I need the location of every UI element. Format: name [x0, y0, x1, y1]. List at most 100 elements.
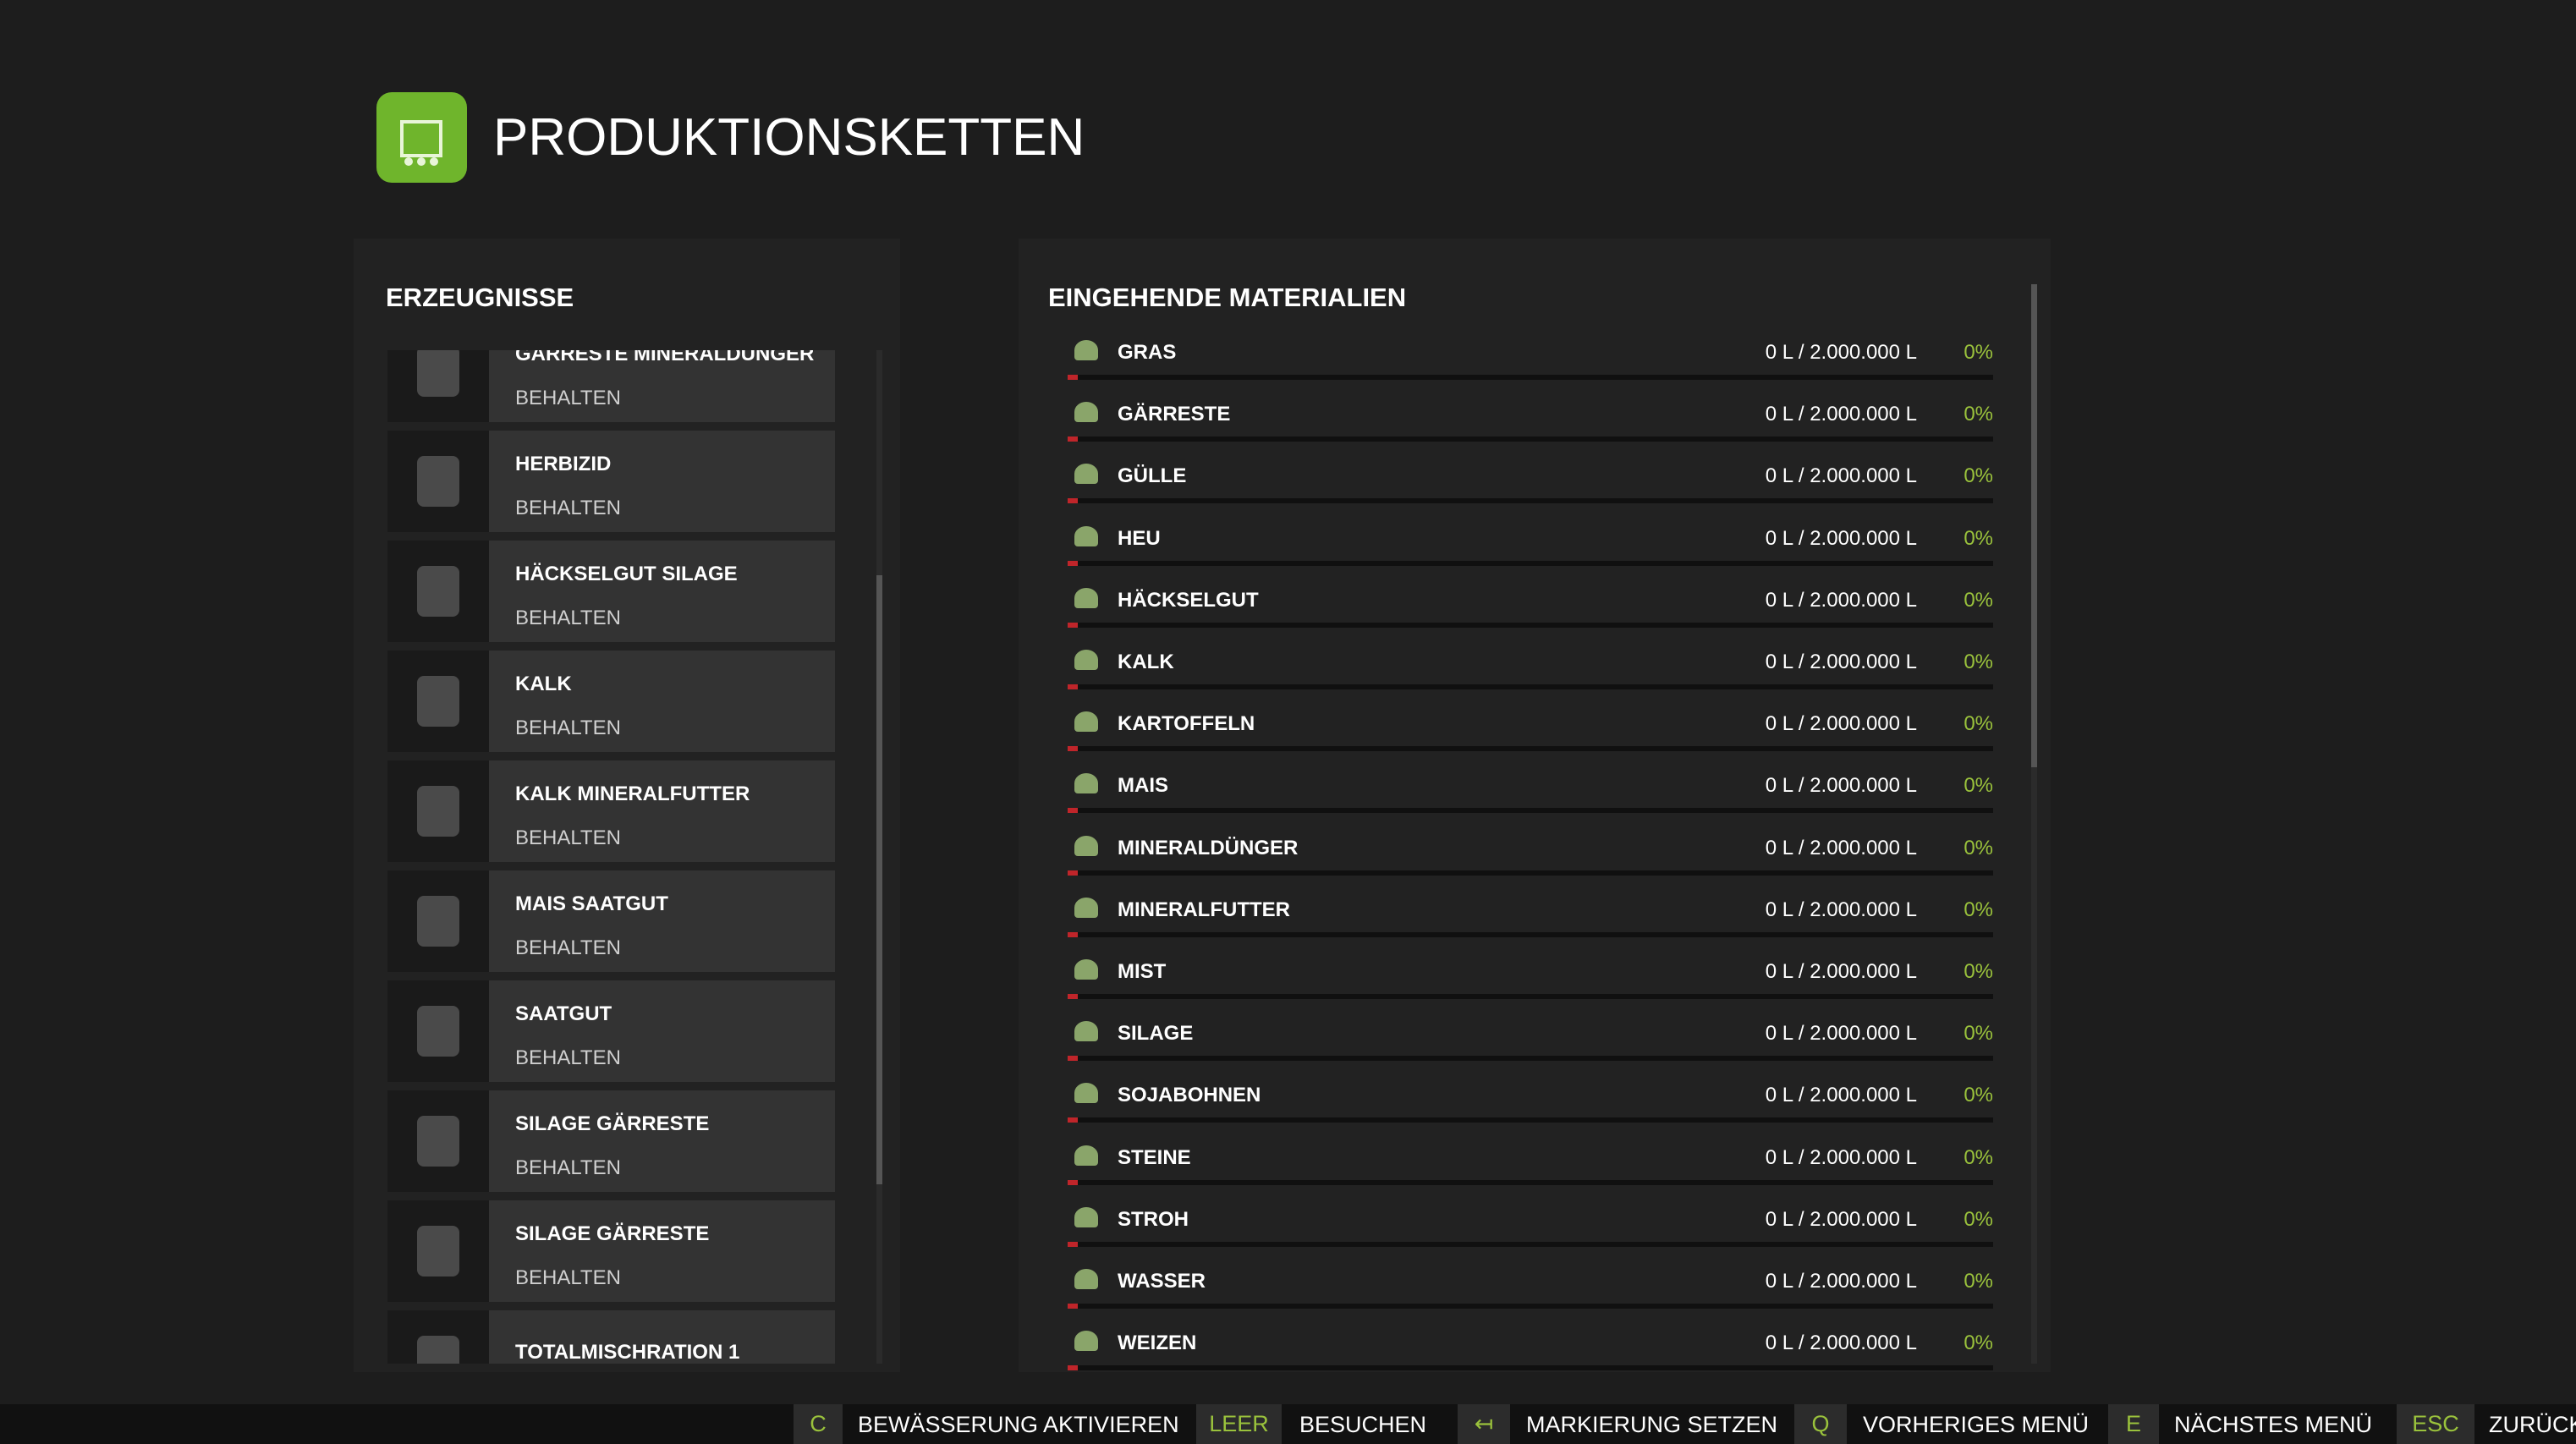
fill-bar — [1068, 622, 1993, 628]
material-icon — [1074, 587, 1098, 608]
product-item[interactable]: KALK MINERALFUTTER BEHALTEN — [387, 760, 835, 862]
header-icon — [376, 92, 467, 183]
material-icon — [1074, 1331, 1098, 1352]
material-name: MAIS — [1118, 774, 1168, 798]
key-hint[interactable]: ESC — [2397, 1404, 2474, 1444]
scroll-track — [2031, 284, 2037, 1364]
product-name: TOTALMISCHRATION 1 — [515, 1341, 740, 1364]
fill-bar — [1068, 1117, 1993, 1123]
product-status: BEHALTEN — [515, 607, 621, 629]
product-item[interactable]: TOTALMISCHRATION 1 — [387, 1310, 835, 1364]
product-name: SILAGE GÄRRESTE — [515, 1112, 710, 1135]
material-icon — [1074, 1269, 1098, 1289]
material-amount: 0 L / 2.000.000 L — [1765, 588, 1917, 612]
material-percent: 0% — [1964, 1270, 1993, 1293]
product-icon-shape — [417, 1006, 459, 1057]
product-icon-shape — [417, 566, 459, 617]
key-hint[interactable]: ↤ — [1458, 1404, 1510, 1444]
product-icon-shape — [417, 1336, 459, 1364]
icon-graphic — [400, 120, 442, 166]
material-icon — [1074, 1145, 1098, 1166]
product-icon-shape — [417, 676, 459, 727]
fill-bar-start — [1068, 436, 1078, 442]
fill-bar — [1068, 1056, 1993, 1062]
products-title: ERZEUGNISSE — [386, 283, 574, 312]
action-label[interactable]: ZURÜCK — [2489, 1412, 2576, 1437]
material-name: GRAS — [1118, 341, 1177, 364]
product-item[interactable]: HÄCKSELGUT SILAGE BEHALTEN — [387, 541, 835, 642]
materials-title: EINGEHENDE MATERIALIEN — [1048, 283, 1407, 312]
material-percent: 0% — [1964, 712, 1993, 736]
material-name: WEIZEN — [1118, 1331, 1197, 1355]
key-hint[interactable]: LEER — [1196, 1404, 1282, 1444]
fill-bar — [1068, 684, 1993, 689]
action-label[interactable]: BESUCHEN — [1299, 1412, 1427, 1437]
material-name: SILAGE — [1118, 1022, 1194, 1046]
material-amount: 0 L / 2.000.000 L — [1765, 712, 1917, 736]
scroll-thumb[interactable] — [2031, 284, 2037, 767]
product-item[interactable]: HERBIZID BEHALTEN — [387, 431, 835, 532]
action-label[interactable]: VORHERIGES MENÜ — [1863, 1412, 2090, 1437]
material-icon — [1074, 525, 1098, 546]
product-item[interactable]: GÄRRESTE MINERALDÜNGER BEHALTEN — [387, 350, 835, 422]
fill-bar-start — [1068, 746, 1078, 752]
fill-bar-start — [1068, 684, 1078, 689]
material-percent: 0% — [1964, 1331, 1993, 1355]
material-percent: 0% — [1964, 588, 1993, 612]
fill-bar — [1068, 498, 1993, 504]
material-amount: 0 L / 2.000.000 L — [1765, 898, 1917, 921]
material-percent: 0% — [1964, 898, 1993, 921]
product-status: BEHALTEN — [515, 497, 621, 519]
material-percent: 0% — [1964, 341, 1993, 364]
product-status: BEHALTEN — [515, 1156, 621, 1179]
fill-bar-start — [1068, 1304, 1078, 1309]
product-name: KALK — [515, 673, 572, 695]
product-item[interactable]: KALK BEHALTEN — [387, 651, 835, 752]
product-item[interactable]: SAATGUT BEHALTEN — [387, 980, 835, 1082]
product-item[interactable]: SILAGE GÄRRESTE BEHALTEN — [387, 1090, 835, 1192]
material-amount: 0 L / 2.000.000 L — [1765, 960, 1917, 983]
material-amount: 0 L / 2.000.000 L — [1765, 526, 1917, 550]
product-icon-shape — [417, 350, 459, 397]
key-hint[interactable]: Q — [1794, 1404, 1847, 1444]
fill-bar-start — [1068, 1179, 1078, 1185]
material-amount: 0 L / 2.000.000 L — [1765, 1331, 1917, 1355]
fill-bar — [1068, 808, 1993, 814]
material-name: GÄRRESTE — [1118, 403, 1231, 426]
fill-bar-start — [1068, 1241, 1078, 1247]
material-icon — [1074, 1021, 1098, 1042]
material-amount: 0 L / 2.000.000 L — [1765, 341, 1917, 364]
key-hint[interactable]: E — [2108, 1404, 2159, 1444]
material-name: MINERALDÜNGER — [1118, 836, 1299, 859]
product-status: BEHALTEN — [515, 936, 621, 959]
product-icon-shape — [417, 456, 459, 507]
fill-bar-start — [1068, 994, 1078, 999]
material-percent: 0% — [1964, 1207, 1993, 1231]
material-percent: 0% — [1964, 526, 1993, 550]
material-icon — [1074, 1206, 1098, 1227]
scroll-thumb[interactable] — [876, 575, 882, 1184]
fill-bar — [1068, 1365, 1993, 1371]
material-percent: 0% — [1964, 1022, 1993, 1046]
material-percent: 0% — [1964, 651, 1993, 673]
key-hint[interactable]: C — [794, 1404, 843, 1444]
action-label[interactable]: MARKIERUNG SETZEN — [1526, 1412, 1778, 1437]
fill-bar-start — [1068, 560, 1078, 566]
material-amount: 0 L / 2.000.000 L — [1765, 774, 1917, 798]
product-name: HÄCKSELGUT SILAGE — [515, 563, 738, 585]
action-label[interactable]: BEWÄSSERUNG AKTIVIEREN — [858, 1412, 1179, 1437]
action-label[interactable]: NÄCHSTES MENÜ — [2174, 1412, 2373, 1437]
product-item[interactable]: MAIS SAATGUT BEHALTEN — [387, 870, 835, 972]
material-name: MIST — [1118, 960, 1167, 983]
fill-bar-start — [1068, 1365, 1078, 1371]
material-amount: 0 L / 2.000.000 L — [1765, 651, 1917, 673]
product-icon-shape — [417, 896, 459, 947]
product-name: SILAGE GÄRRESTE — [515, 1222, 710, 1245]
material-name: HEU — [1118, 526, 1161, 550]
material-name: SOJABOHNEN — [1118, 1084, 1261, 1107]
material-icon — [1074, 711, 1098, 733]
material-icon — [1074, 650, 1098, 670]
product-icon-shape — [417, 1226, 459, 1277]
product-item[interactable]: SILAGE GÄRRESTE BEHALTEN — [387, 1200, 835, 1302]
material-amount: 0 L / 2.000.000 L — [1765, 464, 1917, 488]
